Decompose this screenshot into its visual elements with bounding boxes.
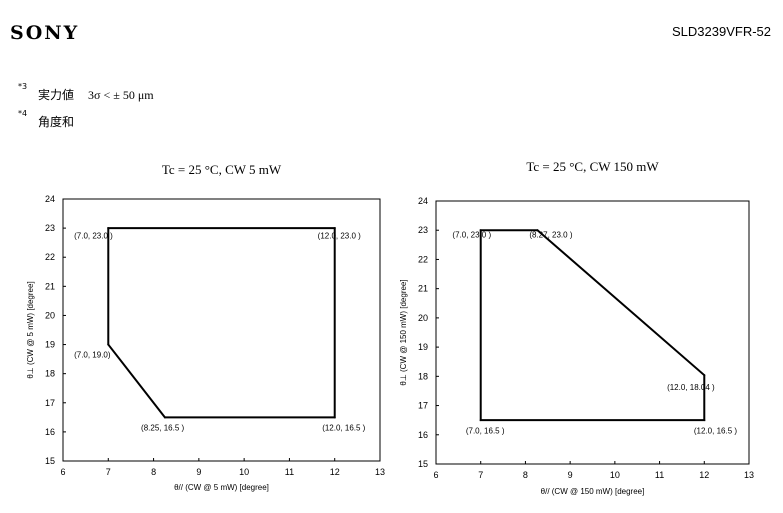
y-tick-label: 17 xyxy=(418,401,428,411)
vertex-label: (8.27, 23.0 ) xyxy=(529,231,572,240)
x-tick-label: 7 xyxy=(106,467,111,477)
vertex-point xyxy=(163,416,166,419)
y-axis-label: θ⊥ (CW @ 150 mW) [degree] xyxy=(399,279,408,385)
y-tick-label: 24 xyxy=(45,194,55,204)
note-label: 実力値 xyxy=(38,88,75,102)
x-tick-label: 8 xyxy=(151,467,156,477)
vertex-label: (7.0, 23.0 ) xyxy=(452,231,491,240)
vertex-label: (7.0, 16.5 ) xyxy=(466,426,505,435)
y-tick-label: 21 xyxy=(418,284,428,294)
spec-boundary-line xyxy=(479,229,706,422)
vertex-label: (7.0, 23.0 ) xyxy=(74,231,113,240)
y-tick-label: 17 xyxy=(45,398,55,408)
y-tick-label: 24 xyxy=(418,196,428,206)
y-tick-label: 18 xyxy=(418,371,428,381)
note-text: 角度和 xyxy=(38,113,74,130)
vertex-point xyxy=(333,416,336,419)
y-tick-label: 20 xyxy=(418,313,428,323)
x-tick-label: 11 xyxy=(655,470,664,480)
model-number: SLD3239VFR-52 xyxy=(672,24,771,39)
x-axis-label: θ// (CW @ 5 mW) [degree] xyxy=(174,483,269,492)
plot-frame xyxy=(62,198,381,462)
y-tick-label: 20 xyxy=(45,310,55,320)
note-marker: *4 xyxy=(18,109,28,118)
x-tick-label: 13 xyxy=(744,470,754,480)
x-axis-label: θ// (CW @ 150 mW) [degree] xyxy=(541,487,645,496)
y-tick-label: 19 xyxy=(45,340,55,350)
y-tick-label: 16 xyxy=(418,430,428,440)
y-tick-label: 22 xyxy=(418,254,428,264)
x-tick-label: 9 xyxy=(196,467,201,477)
spec-boundary-line xyxy=(107,227,336,419)
vertex-point xyxy=(536,229,539,232)
y-tick-label: 21 xyxy=(45,281,55,291)
vertex-label: (7.0, 19.0) xyxy=(74,351,111,360)
y-tick-label: 23 xyxy=(418,225,428,235)
x-tick-label: 12 xyxy=(330,467,340,477)
y-tick-label: 15 xyxy=(45,456,55,466)
x-tick-label: 9 xyxy=(568,470,573,480)
y-tick-label: 23 xyxy=(45,223,55,233)
vertex-point xyxy=(479,419,482,422)
y-tick-label: 18 xyxy=(45,369,55,379)
x-tick-label: 7 xyxy=(478,470,483,480)
y-tick-label: 22 xyxy=(45,252,55,262)
x-tick-label: 10 xyxy=(610,470,620,480)
x-tick-label: 11 xyxy=(285,467,294,477)
vertex-point xyxy=(703,374,706,377)
x-tick-label: 6 xyxy=(60,467,65,477)
note-label: 角度和 xyxy=(38,115,75,129)
vertex-label: (12.0, 16.5 ) xyxy=(694,426,737,435)
x-tick-label: 10 xyxy=(239,467,249,477)
chart-title: Tc = 25 °C, CW 5 mW xyxy=(162,162,282,177)
note-marker: *3 xyxy=(18,82,28,91)
vertex-label: (12.0, 23.0 ) xyxy=(318,231,361,240)
vertex-label: (12.0, 16.5 ) xyxy=(322,423,365,432)
x-tick-label: 13 xyxy=(375,467,385,477)
vertex-label: (8.25, 16.5 ) xyxy=(141,423,184,432)
x-tick-label: 6 xyxy=(433,470,438,480)
y-tick-label: 16 xyxy=(45,427,55,437)
note-value: 3σ < ± 50 μm xyxy=(88,88,154,102)
y-tick-label: 15 xyxy=(418,459,428,469)
vertex-point xyxy=(333,227,336,230)
vertex-point xyxy=(479,229,482,232)
y-tick-label: 19 xyxy=(418,342,428,352)
plot-frame xyxy=(435,200,750,465)
x-tick-label: 12 xyxy=(699,470,709,480)
chart-title: Tc = 25 °C, CW 150 mW xyxy=(526,159,659,174)
vertex-label: (12.0, 18.04 ) xyxy=(667,383,715,392)
vertex-point xyxy=(703,419,706,422)
sony-logo: SONY xyxy=(10,22,80,44)
y-axis-label: θ⊥ (CW @ 5 mW) [degree] xyxy=(26,281,35,378)
note-text: 実力値 3σ < ± 50 μm xyxy=(38,86,154,103)
vertex-point xyxy=(107,227,110,230)
vertex-point xyxy=(107,343,110,346)
x-tick-label: 8 xyxy=(523,470,528,480)
